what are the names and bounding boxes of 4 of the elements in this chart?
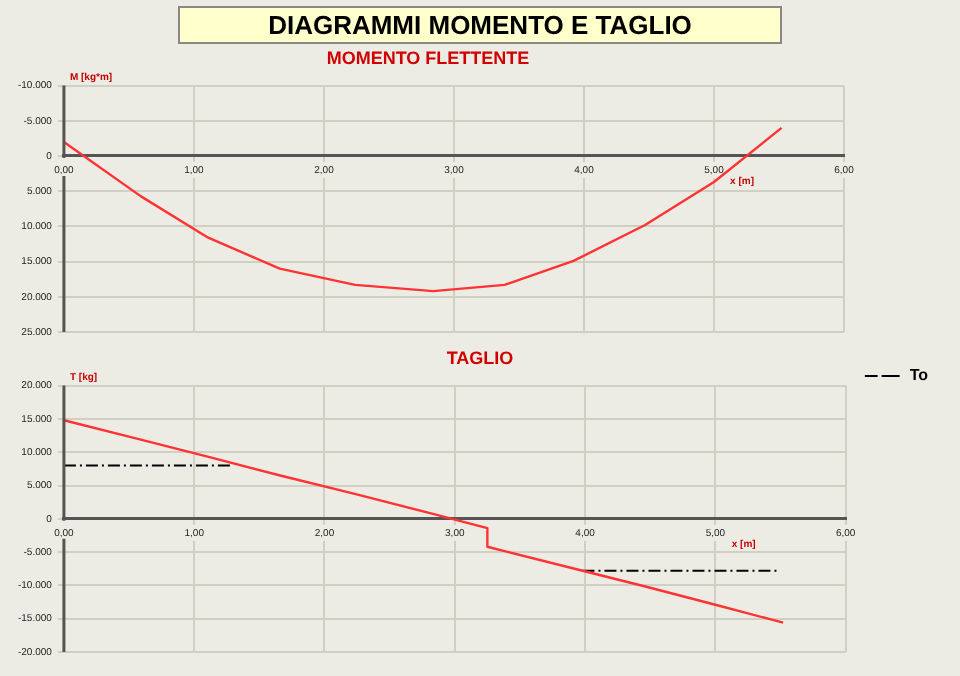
chart-title: MOMENTO FLETTENTE [326, 47, 530, 68]
legend-label: To [909, 366, 929, 385]
text: DIAGRAMMI MOMENTO E TAGLIO [180, 10, 780, 40]
chart-title: TAGLIO [446, 347, 514, 368]
